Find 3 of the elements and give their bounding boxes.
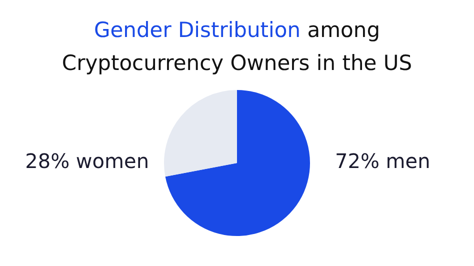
slice-label: 28% women <box>25 149 149 174</box>
chart-title: Gender Distribution among Cryptocurrency Owners in the US <box>60 17 414 77</box>
slice-label: 72% men <box>335 149 430 174</box>
